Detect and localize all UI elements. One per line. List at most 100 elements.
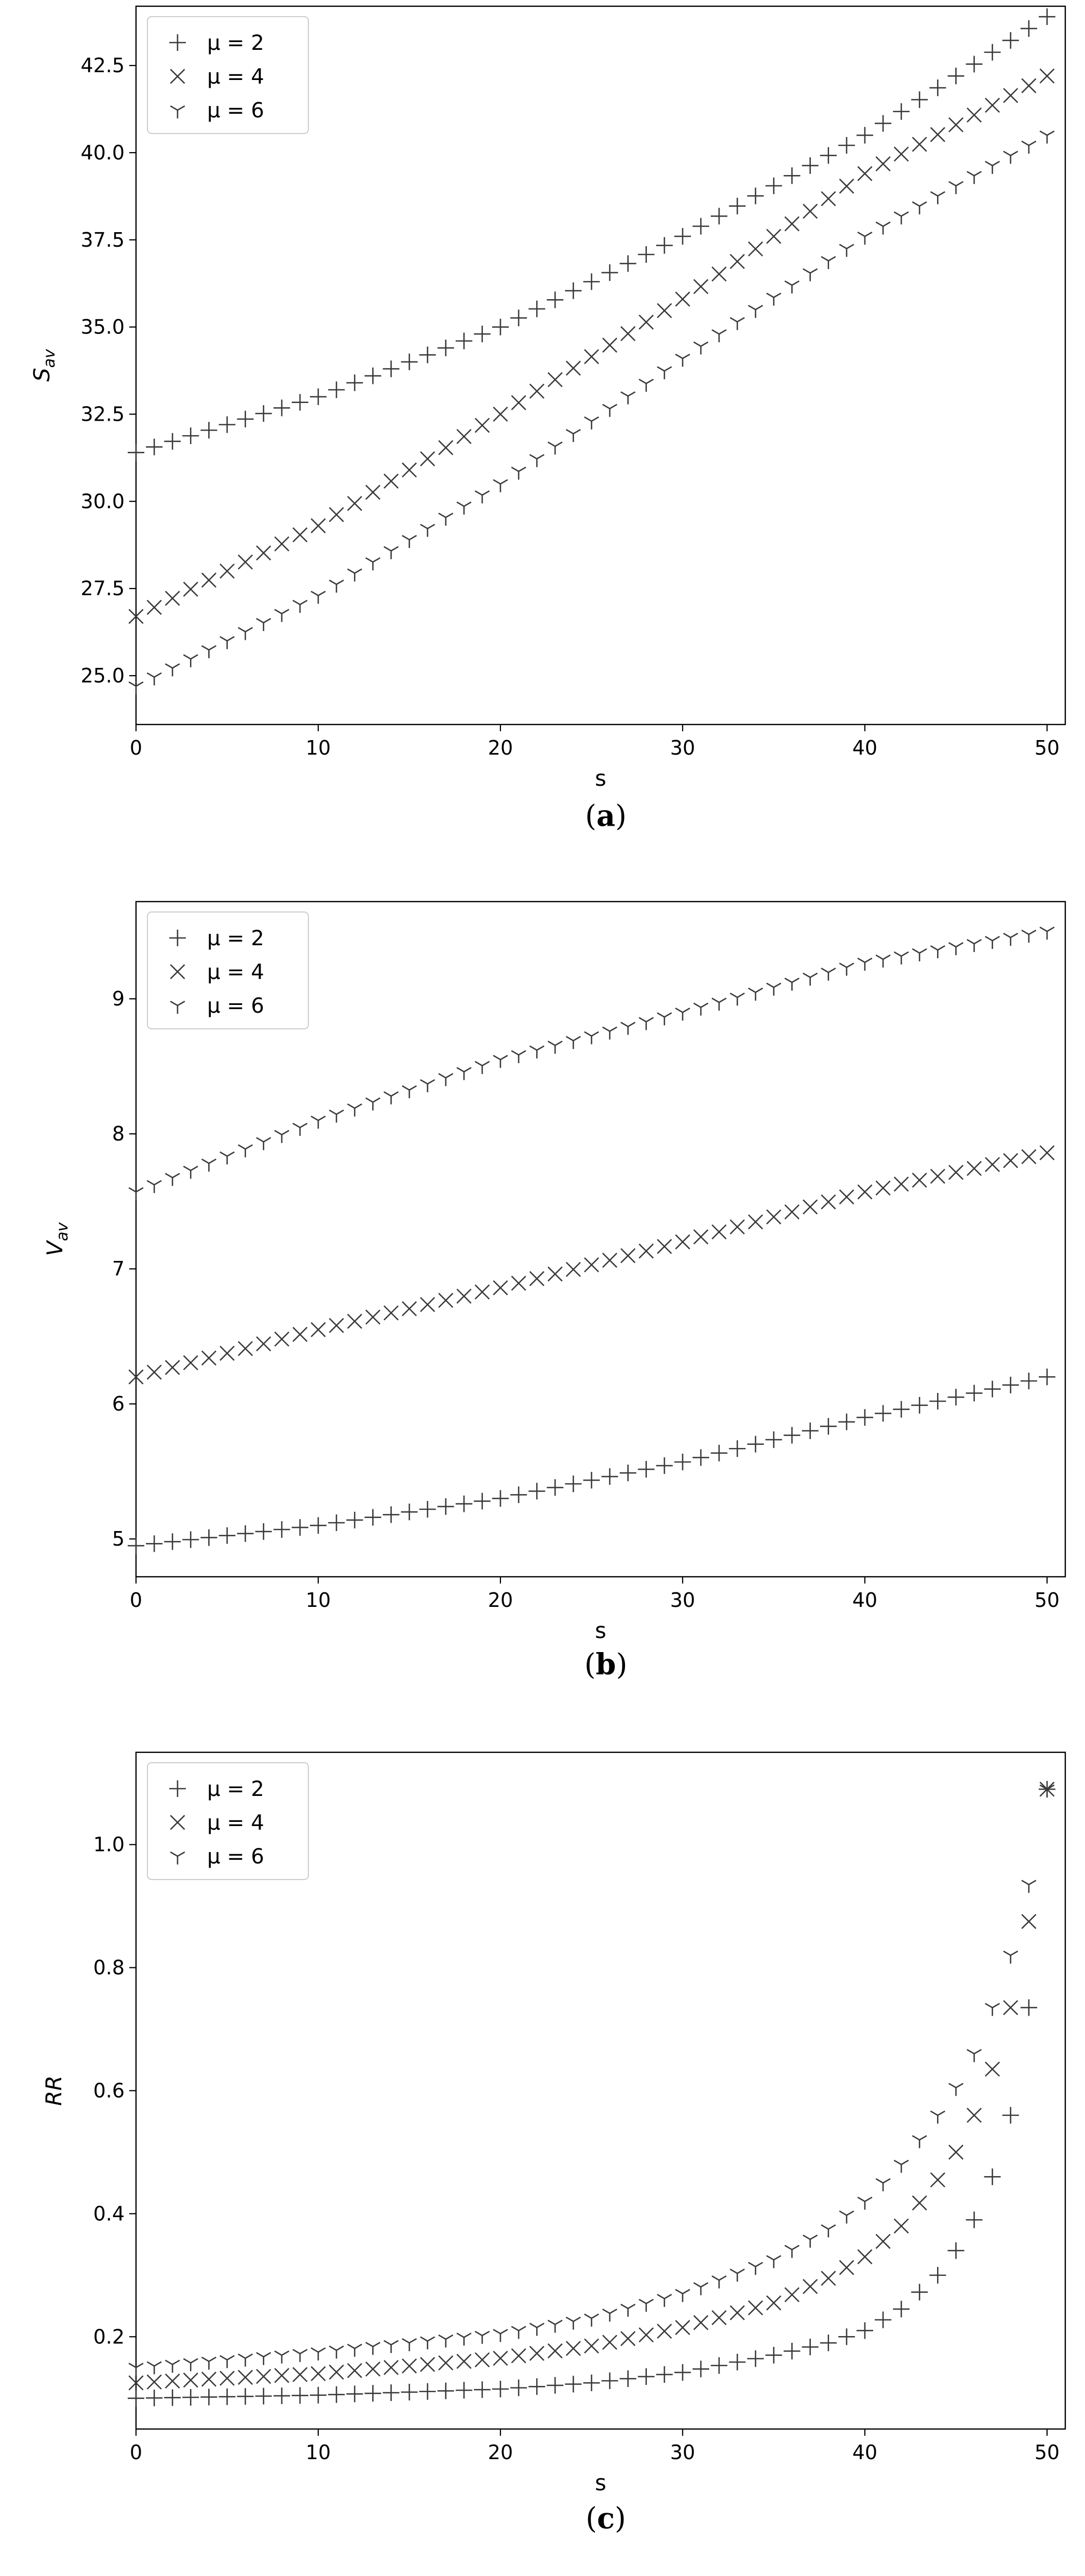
data-point [346, 374, 363, 392]
data-point [238, 2369, 253, 2385]
legend-marker [169, 1780, 186, 1797]
data-point [729, 2305, 745, 2320]
data-point [1003, 1153, 1019, 1169]
data-point [748, 987, 763, 1001]
data-point [438, 2334, 454, 2348]
data-point [238, 554, 253, 570]
data-point [984, 2168, 1001, 2185]
data-point [911, 1397, 928, 1414]
data-point [766, 292, 781, 306]
data-point [875, 954, 891, 968]
data-point [765, 1431, 782, 1448]
data-point [803, 2279, 818, 2295]
data-point [255, 1523, 272, 1540]
data-point [657, 303, 672, 318]
data-point [693, 2360, 710, 2378]
data-point [893, 146, 909, 162]
data-point [128, 444, 144, 461]
data-point [820, 2334, 837, 2352]
data-point [911, 91, 928, 108]
data-point [146, 599, 162, 615]
data-point [493, 1055, 508, 1068]
data-point [510, 310, 527, 327]
data-point [493, 1280, 508, 1296]
data-point [602, 1026, 618, 1040]
data-point [966, 2211, 983, 2229]
series-x [128, 68, 1055, 624]
data-point [948, 942, 964, 956]
x-tick-label: 40 [852, 2441, 877, 2464]
data-point [803, 268, 818, 281]
data-point [693, 218, 710, 235]
data-point [748, 241, 763, 257]
x-tick-label: 30 [670, 1589, 695, 1612]
data-point [893, 2301, 910, 2318]
data-point [146, 2390, 163, 2407]
data-point [201, 1350, 216, 1366]
data-point [803, 1199, 818, 1215]
data-point [930, 191, 945, 205]
data-point [473, 326, 491, 343]
data-point [912, 137, 927, 152]
data-point [219, 2370, 235, 2386]
data-point [238, 2353, 253, 2367]
data-point [292, 2349, 308, 2362]
data-point [639, 2299, 654, 2312]
data-point [201, 1158, 216, 1172]
data-point [364, 2385, 382, 2402]
data-point [201, 645, 216, 659]
data-point [711, 2275, 727, 2289]
y-tick-label: 9 [112, 987, 125, 1010]
data-point [1002, 2107, 1019, 2124]
y-tick-label: 0.8 [93, 1956, 125, 1979]
data-point [638, 1461, 655, 1478]
data-point [930, 127, 945, 142]
data-point [821, 2271, 836, 2286]
data-point [601, 264, 618, 281]
data-point [365, 557, 381, 571]
data-point [292, 1326, 308, 1342]
data-point [200, 2389, 218, 2406]
data-point [437, 2382, 454, 2399]
data-point [966, 1385, 983, 1402]
data-point [219, 416, 236, 433]
chart-panel-1: 0 10 20 30 40 50 25.0 27.5 30.0 32.5 35.0 37.5 40.0 4… [29, 5, 1066, 833]
data-point [947, 68, 965, 85]
data-point [693, 1002, 709, 1016]
data-point [291, 1519, 308, 1536]
data-point [765, 2346, 782, 2364]
data-point [674, 2364, 691, 2381]
data-point [893, 2218, 909, 2234]
data-point [783, 2342, 801, 2359]
y-tick-label: 0.2 [93, 2325, 125, 2348]
data-point [273, 399, 290, 417]
x-tick-label: 10 [306, 2441, 331, 2464]
data-point [329, 579, 344, 593]
data-point [292, 2367, 308, 2382]
data-point [128, 609, 144, 624]
data-point [165, 2373, 180, 2389]
data-point [274, 1130, 290, 1143]
series-plus [128, 1369, 1055, 1554]
data-point [802, 2339, 819, 2356]
data-point [274, 609, 290, 622]
x-axis-label: s [595, 1618, 606, 1643]
data-point [565, 282, 582, 299]
data-point [1020, 20, 1037, 37]
data-point [1038, 1369, 1055, 1386]
data-point [584, 2338, 599, 2354]
data-point [967, 171, 982, 184]
x-tick-label: 20 [488, 1589, 513, 1612]
y-tick-label: 8 [112, 1122, 125, 1145]
data-point [1003, 88, 1019, 103]
data-point [839, 2210, 855, 2224]
y-tick-label: 0.6 [93, 2079, 125, 2102]
data-point [420, 2336, 436, 2350]
x-tick-label: 0 [130, 1589, 142, 1612]
data-point [638, 2368, 655, 2385]
data-point [893, 1176, 909, 1192]
y-tick-label: 42.5 [80, 54, 125, 77]
data-point [200, 1529, 218, 1546]
panel-label: (b) [585, 1647, 628, 1682]
data-point [183, 581, 198, 597]
